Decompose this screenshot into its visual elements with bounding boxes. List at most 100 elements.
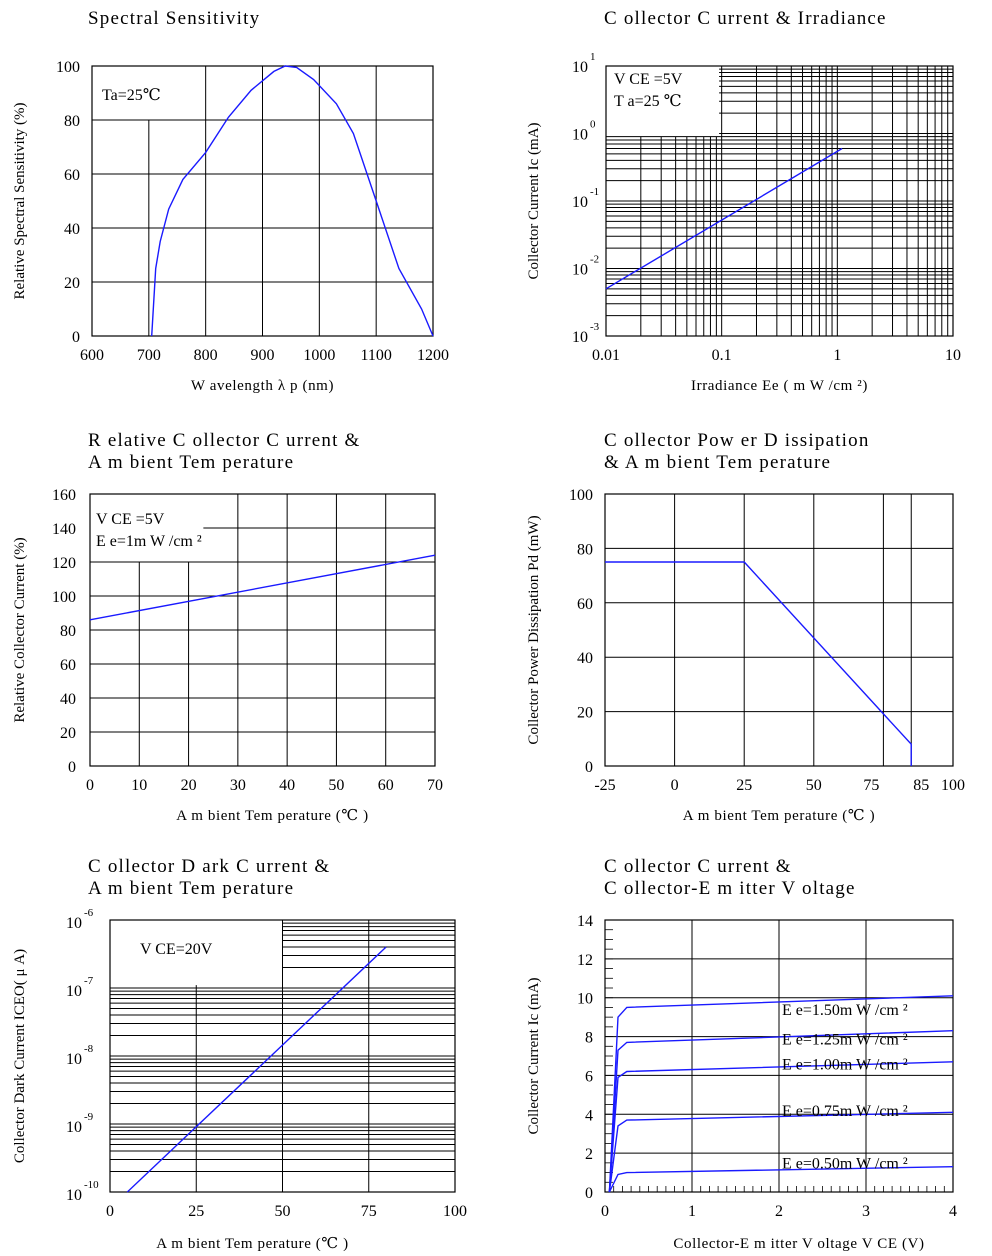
series-label: E e=1.00m W /cm ²	[782, 1057, 908, 1074]
x-tick-label: 75	[361, 1203, 377, 1220]
y-tick-exponent: -6	[84, 907, 94, 919]
chart-title: C ollector Pow er D issipation	[604, 430, 870, 451]
y-tick-label: 120	[52, 555, 76, 572]
chart-relative-collector-current: R elative C ollector C urrent &A m bient…	[12, 430, 443, 824]
y-tick-label: 0	[72, 329, 80, 346]
x-tick-label: 1200	[417, 347, 449, 364]
x-tick-label: 50	[275, 1203, 291, 1220]
y-tick-label: 14	[577, 913, 593, 930]
y-tick-label: 40	[64, 221, 80, 238]
y-tick-label: 60	[64, 167, 80, 184]
ic-curve	[608, 1111, 954, 1193]
y-tick-label: 80	[60, 623, 76, 640]
y-tick-label: 80	[577, 541, 593, 558]
plot-frame	[604, 493, 954, 767]
y-tick-exponent: -7	[84, 975, 94, 987]
y-tick-label: 6	[585, 1068, 593, 1085]
condition-annotation: E e=1m W /cm ²	[96, 533, 202, 550]
x-tick-label: 0.1	[712, 347, 732, 364]
y-tick-label: 8	[585, 1030, 593, 1047]
plot-frame	[89, 493, 436, 767]
x-tick-label: 0	[671, 777, 679, 794]
x-axis-label: A m bient Tem perature (℃ )	[683, 808, 875, 824]
x-tick-label: 25	[736, 777, 752, 794]
x-tick-label: 10	[945, 347, 961, 364]
y-tick-label: 100	[52, 589, 76, 606]
x-tick-label: 75	[863, 777, 879, 794]
x-tick-label: 50	[328, 777, 344, 794]
x-tick-label: 1100	[360, 347, 391, 364]
x-axis-label: Irradiance Ee ( m W /cm ²)	[691, 378, 868, 394]
chart-title: Spectral Sensitivity	[88, 8, 260, 29]
x-tick-label: 3	[862, 1203, 870, 1220]
chart-title: C ollector-E m itter V oltage	[604, 878, 856, 899]
x-tick-label: 1000	[303, 347, 335, 364]
y-tick-label: 60	[60, 657, 76, 674]
series-label: E e=1.25m W /cm ²	[782, 1031, 908, 1048]
chart-title: C ollector C urrent &	[604, 856, 792, 877]
y-tick-label: 0	[68, 759, 76, 776]
ic-curve	[608, 1166, 954, 1193]
y-axis-label: Collector Power Dissipation Pd (mW)	[526, 515, 542, 744]
y-tick-exponent: -2	[590, 254, 599, 266]
y-tick-label: 0	[585, 759, 593, 776]
y-tick-label: 20	[60, 725, 76, 742]
y-axis-label: Relative Spectral Sensitivity (%)	[12, 102, 28, 299]
x-tick-label: 2	[775, 1203, 783, 1220]
x-tick-label: 900	[251, 347, 275, 364]
x-tick-label: 85	[913, 777, 929, 794]
plot-frame	[604, 919, 954, 1193]
y-tick-exponent: -9	[84, 1111, 94, 1123]
ic-curve	[608, 1061, 954, 1193]
y-tick-exponent: -1	[590, 186, 599, 198]
y-tick-label: 80	[64, 113, 80, 130]
x-tick-label: 800	[194, 347, 218, 364]
y-tick-label: 0	[585, 1185, 593, 1202]
x-tick-label: 30	[230, 777, 246, 794]
x-tick-label: 700	[137, 347, 161, 364]
y-tick-label: 20	[577, 705, 593, 722]
plot-frame	[109, 919, 456, 1193]
x-tick-label: 0.01	[592, 347, 620, 364]
y-tick-label: 10	[66, 1119, 82, 1136]
y-tick-label: 140	[52, 521, 76, 538]
y-tick-label: 20	[64, 275, 80, 292]
dark-current-line	[126, 946, 387, 1193]
y-tick-label: 10	[66, 915, 82, 932]
chart-ic-vs-vce: C ollector C urrent &C ollector-E m itte…	[526, 856, 957, 1252]
y-tick-label: 4	[585, 1107, 593, 1124]
y-axis-label: Collector Current Ic (mA)	[526, 122, 542, 279]
x-tick-label: 0	[601, 1203, 609, 1220]
chart-title: C ollector D ark C urrent &	[88, 856, 330, 877]
x-axis-label: Collector-E m itter V oltage V CE (V)	[673, 1236, 924, 1252]
power-derating-line	[605, 561, 912, 766]
chart-title: C ollector C urrent & Irradiance	[604, 8, 887, 29]
y-tick-exponent: 0	[590, 119, 596, 131]
x-tick-label: 40	[279, 777, 295, 794]
spectral-curve	[151, 65, 434, 337]
condition-annotation: T a=25 ℃	[614, 93, 682, 110]
x-axis-label: A m bient Tem perature (℃ )	[156, 1236, 348, 1252]
y-tick-label: 40	[577, 650, 593, 667]
series-label: E e=0.75m W /cm ²	[782, 1103, 908, 1120]
ic-curve	[608, 1030, 954, 1193]
y-tick-label: 10	[66, 983, 82, 1000]
x-tick-label: 50	[806, 777, 822, 794]
chart-power-dissipation: C ollector Pow er D issipation& A m bien…	[526, 430, 965, 824]
y-axis-label: Collector Dark Current ICEO( μ A)	[12, 949, 28, 1163]
y-tick-exponent: -10	[84, 1179, 99, 1191]
x-tick-label: 20	[181, 777, 197, 794]
y-tick-label: 12	[577, 952, 593, 969]
x-tick-label: 70	[427, 777, 443, 794]
chart-title: A m bient Tem perature	[88, 452, 294, 473]
y-axis-label: Relative Collector Current (%)	[12, 537, 28, 722]
plot-frame	[605, 65, 954, 337]
series-label: E e=1.50m W /cm ²	[782, 1002, 908, 1019]
y-tick-exponent: -3	[590, 321, 600, 333]
condition-annotation: V CE =5V	[614, 71, 683, 88]
x-tick-label: 0	[106, 1203, 114, 1220]
y-tick-label: 10	[66, 1051, 82, 1068]
y-tick-label: 10	[572, 127, 588, 144]
x-axis-label: W avelength λ p (nm)	[191, 378, 334, 394]
